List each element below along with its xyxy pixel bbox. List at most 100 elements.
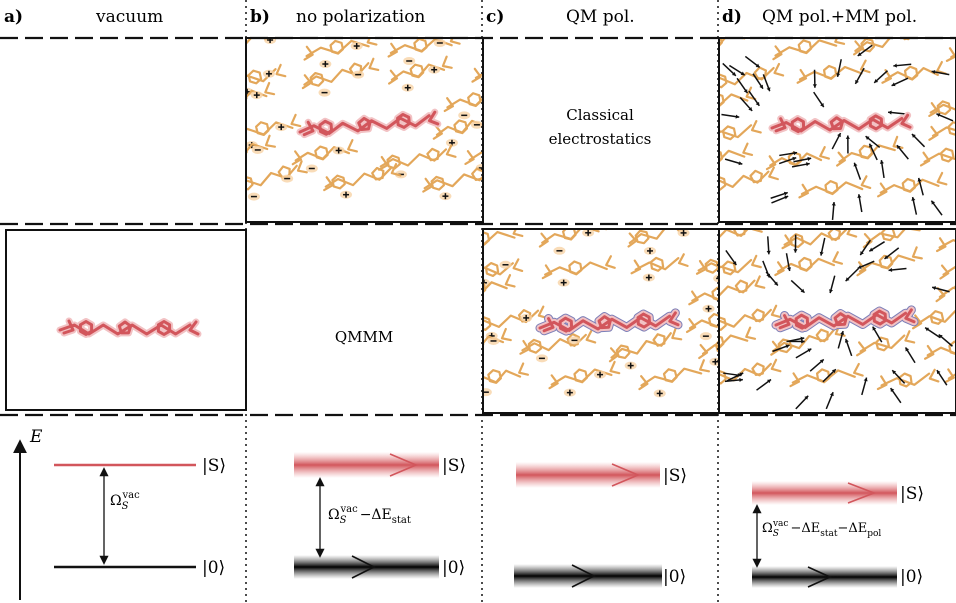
mm-molecule bbox=[881, 60, 947, 84]
mm-molecule bbox=[856, 246, 923, 277]
mm-molecule bbox=[246, 134, 276, 162]
gap-label-b: ΩSvac −ΔEstat bbox=[328, 504, 411, 526]
dipole-arrow-icon bbox=[911, 196, 918, 215]
dipole-arrow-icon bbox=[729, 64, 746, 76]
ground-band-c bbox=[514, 564, 662, 588]
mm-molecule bbox=[928, 92, 956, 117]
panel-b-title: no polarization bbox=[296, 7, 425, 27]
plus-charge-icon bbox=[401, 83, 414, 92]
ground-band-d bbox=[752, 566, 897, 588]
qm-molecules bbox=[56, 108, 919, 338]
dipole-arrow-icon bbox=[748, 90, 760, 107]
dipole-arrow-icon bbox=[884, 247, 900, 260]
panel-c-title: QM pol. bbox=[566, 7, 635, 27]
dipole-arrow-icon bbox=[917, 177, 924, 196]
dipole-arrow-icon bbox=[795, 395, 809, 410]
minus-charge-icon bbox=[730, 340, 742, 348]
mm-molecule bbox=[538, 229, 608, 248]
mm-molecule bbox=[323, 162, 402, 192]
mm-molecule bbox=[246, 160, 308, 191]
minus-charge-icon bbox=[226, 164, 238, 172]
dipole-arrow-icon bbox=[786, 339, 805, 344]
dipole-arrow-icon bbox=[873, 70, 889, 84]
mm-molecule bbox=[303, 38, 378, 61]
dipole-arrow-icon bbox=[930, 200, 943, 216]
excited-band-b-chevron bbox=[389, 453, 419, 477]
energy-diagram-d: ΩSvac −ΔEstat−ΔEpol |S⟩ |0⟩ bbox=[752, 481, 924, 588]
plus-charge-icon bbox=[642, 273, 655, 282]
plus-charge-icon bbox=[653, 389, 666, 398]
dipole-arrow-icon bbox=[924, 327, 941, 339]
dipole-arrow-icon bbox=[790, 279, 806, 294]
dipole-arrow-icon bbox=[793, 234, 798, 253]
plus-charge-icon bbox=[563, 388, 576, 397]
ground-state-label-c: |0⟩ bbox=[663, 567, 686, 587]
dipole-arrow-icon bbox=[809, 358, 825, 372]
mm-molecule bbox=[630, 253, 689, 275]
minus-charge-icon bbox=[535, 354, 548, 363]
mm-molecule bbox=[781, 229, 858, 250]
mm-molecule bbox=[719, 326, 757, 353]
plus-charge-icon bbox=[340, 190, 353, 199]
mm-molecule bbox=[719, 120, 762, 141]
energy-diagram-b: ΩSvac −ΔEstat |S⟩ |0⟩ bbox=[294, 452, 466, 579]
plus-charge-icon bbox=[445, 138, 458, 147]
plus-charge-icon bbox=[225, 109, 237, 117]
mm-molecule bbox=[608, 327, 683, 363]
minus-charge-icon bbox=[463, 300, 475, 308]
qm-molecule bbox=[298, 110, 440, 137]
dipole-arrow-icon bbox=[868, 143, 878, 161]
dipole-arrow-icon bbox=[879, 160, 885, 179]
gap-label-d: ΩSvac −ΔEstat−ΔEpol bbox=[762, 519, 881, 539]
minus-charge-icon bbox=[508, 64, 520, 72]
mm-molecule bbox=[387, 55, 453, 85]
dipole-arrow-icon bbox=[795, 348, 812, 359]
dipole-arrow-icon bbox=[739, 96, 753, 112]
panel-d-letter: d) bbox=[722, 7, 742, 27]
minus-charge-icon bbox=[486, 93, 498, 101]
dipole-arrow-icon bbox=[845, 135, 850, 154]
plus-charge-icon bbox=[594, 370, 607, 379]
minus-charge-icon bbox=[247, 192, 260, 201]
minus-charge-icon bbox=[499, 260, 512, 269]
mm-molecule bbox=[443, 92, 483, 113]
dipole-arrow-icon bbox=[736, 77, 749, 94]
mm-molecule bbox=[483, 327, 512, 353]
minus-charge-icon bbox=[726, 314, 738, 322]
mm-molecule bbox=[719, 166, 779, 191]
mm-molecule bbox=[464, 145, 483, 166]
minus-charge-icon bbox=[568, 336, 581, 345]
minus-charge-icon bbox=[230, 54, 242, 62]
mm-molecule bbox=[483, 362, 529, 386]
excited-band-c-chevron bbox=[611, 463, 641, 487]
mm-molecule bbox=[246, 63, 287, 85]
plus-charge-icon bbox=[250, 91, 263, 100]
minus-charge-icon bbox=[553, 246, 566, 255]
plus-charge-icon bbox=[557, 278, 570, 287]
mm-molecule bbox=[719, 275, 766, 302]
dipole-arrow-icon bbox=[812, 69, 817, 88]
mm-molecule bbox=[789, 362, 864, 388]
dipole-arrow-icon bbox=[911, 133, 926, 148]
mm-molecule bbox=[835, 135, 904, 167]
dipole-arrow-icon bbox=[857, 194, 863, 213]
plus-charge-icon bbox=[264, 38, 277, 44]
mm-molecule bbox=[798, 175, 872, 199]
dipole-arrow-icon bbox=[868, 241, 885, 252]
dipole-arrow-icon bbox=[752, 73, 764, 90]
dipole-arrow-icon bbox=[888, 267, 907, 273]
dipole-arrow-icon bbox=[722, 62, 737, 77]
ground-band-d-chevron bbox=[807, 566, 832, 588]
mm-molecule bbox=[638, 359, 711, 391]
plus-charge-icon bbox=[439, 192, 452, 201]
minus-charge-icon bbox=[458, 111, 471, 120]
energy-axis-label: E bbox=[29, 427, 43, 447]
mm-molecule bbox=[246, 113, 302, 139]
plus-charge-icon bbox=[262, 69, 275, 78]
mm-molecule bbox=[698, 336, 719, 360]
plus-charge-icon bbox=[677, 229, 690, 237]
dipole-arrow-icon bbox=[725, 250, 737, 266]
dipole-arrow-icon bbox=[931, 286, 950, 293]
dipole-arrow-icon bbox=[859, 239, 871, 256]
dipole-arrow-icon bbox=[857, 44, 873, 57]
